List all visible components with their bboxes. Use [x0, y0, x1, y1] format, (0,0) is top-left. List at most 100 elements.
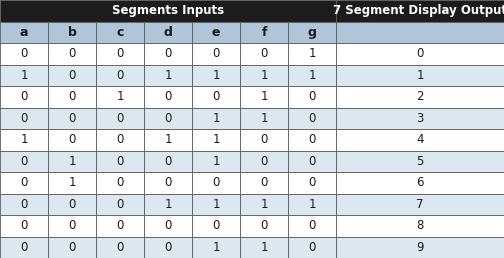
- Bar: [48, 237, 96, 258]
- Bar: [0, 21, 48, 43]
- Bar: [192, 215, 240, 237]
- Text: 1: 1: [308, 69, 316, 82]
- Text: 0: 0: [212, 90, 220, 103]
- Bar: [96, 86, 144, 108]
- Text: 0: 0: [164, 90, 172, 103]
- Bar: [0, 43, 48, 64]
- Text: 0: 0: [212, 47, 220, 60]
- Text: 1: 1: [20, 69, 28, 82]
- Text: 0: 0: [308, 90, 316, 103]
- Bar: [144, 237, 192, 258]
- Bar: [192, 43, 240, 64]
- Text: 1: 1: [212, 112, 220, 125]
- Text: g: g: [307, 26, 317, 39]
- Bar: [240, 21, 288, 43]
- Text: 1: 1: [116, 90, 124, 103]
- Text: 0: 0: [20, 219, 28, 232]
- Text: 1: 1: [212, 155, 220, 168]
- Bar: [336, 237, 504, 258]
- Text: d: d: [164, 26, 172, 39]
- Bar: [288, 129, 336, 150]
- Bar: [240, 237, 288, 258]
- Bar: [240, 108, 288, 129]
- Text: 0: 0: [69, 241, 76, 254]
- Text: 0: 0: [20, 176, 28, 189]
- Bar: [240, 215, 288, 237]
- Text: 1: 1: [20, 133, 28, 146]
- Bar: [288, 194, 336, 215]
- Bar: [0, 129, 48, 150]
- Text: 0: 0: [69, 90, 76, 103]
- Bar: [0, 172, 48, 194]
- Bar: [96, 64, 144, 86]
- Text: 0: 0: [20, 47, 28, 60]
- Text: f: f: [261, 26, 267, 39]
- Bar: [144, 150, 192, 172]
- Text: 6: 6: [416, 176, 424, 189]
- Bar: [192, 129, 240, 150]
- Bar: [48, 129, 96, 150]
- Bar: [144, 129, 192, 150]
- Bar: [48, 108, 96, 129]
- Text: 0: 0: [308, 155, 316, 168]
- Bar: [0, 108, 48, 129]
- Text: 0: 0: [416, 47, 424, 60]
- Text: 0: 0: [260, 133, 268, 146]
- Bar: [96, 21, 144, 43]
- Bar: [192, 194, 240, 215]
- Bar: [336, 21, 504, 43]
- Text: 0: 0: [308, 133, 316, 146]
- Text: 0: 0: [20, 90, 28, 103]
- Bar: [48, 64, 96, 86]
- Text: 0: 0: [308, 219, 316, 232]
- Bar: [48, 215, 96, 237]
- Bar: [96, 150, 144, 172]
- Text: 0: 0: [260, 176, 268, 189]
- Bar: [0, 237, 48, 258]
- Bar: [288, 150, 336, 172]
- Bar: [144, 172, 192, 194]
- Text: 0: 0: [308, 241, 316, 254]
- Bar: [48, 86, 96, 108]
- Bar: [192, 64, 240, 86]
- Text: 0: 0: [260, 47, 268, 60]
- Text: 1: 1: [308, 198, 316, 211]
- Bar: [288, 215, 336, 237]
- Text: 0: 0: [116, 155, 123, 168]
- Text: 1: 1: [68, 155, 76, 168]
- Bar: [240, 43, 288, 64]
- Text: 8: 8: [416, 219, 424, 232]
- Bar: [96, 129, 144, 150]
- Text: 0: 0: [164, 219, 172, 232]
- Text: 4: 4: [416, 133, 424, 146]
- Bar: [48, 172, 96, 194]
- Bar: [144, 86, 192, 108]
- Bar: [336, 150, 504, 172]
- Bar: [144, 215, 192, 237]
- Text: 0: 0: [164, 47, 172, 60]
- Bar: [336, 129, 504, 150]
- Text: 1: 1: [416, 69, 424, 82]
- Text: 1: 1: [212, 241, 220, 254]
- Text: 0: 0: [116, 69, 123, 82]
- Text: 0: 0: [116, 176, 123, 189]
- Text: 0: 0: [20, 241, 28, 254]
- Bar: [240, 150, 288, 172]
- Text: 3: 3: [416, 112, 424, 125]
- Text: 1: 1: [308, 47, 316, 60]
- Text: 0: 0: [20, 198, 28, 211]
- Bar: [48, 194, 96, 215]
- Bar: [336, 108, 504, 129]
- Bar: [192, 86, 240, 108]
- Bar: [144, 108, 192, 129]
- Bar: [336, 43, 504, 64]
- Text: 0: 0: [116, 133, 123, 146]
- Bar: [336, 215, 504, 237]
- Text: 1: 1: [212, 133, 220, 146]
- Text: 0: 0: [69, 47, 76, 60]
- Text: 0: 0: [164, 155, 172, 168]
- Text: 0: 0: [116, 219, 123, 232]
- Text: 7: 7: [416, 198, 424, 211]
- Text: Segments Inputs: Segments Inputs: [112, 4, 224, 17]
- Text: 1: 1: [260, 90, 268, 103]
